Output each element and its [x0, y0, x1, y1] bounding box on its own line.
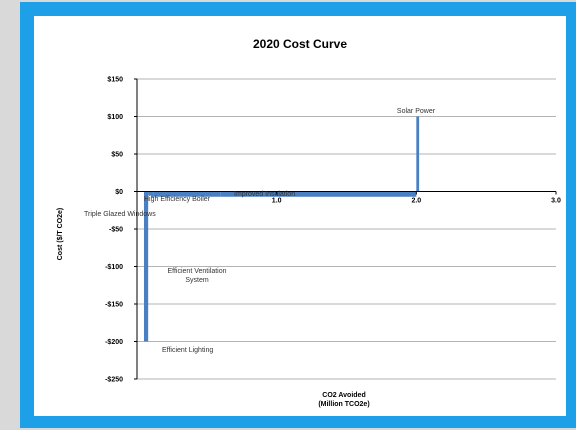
bar-label-4: Improved Insulation [234, 191, 295, 198]
bar-label-2: Efficient Ventilation [167, 268, 226, 275]
y-tick-label-6: -$150 [105, 302, 123, 309]
chart-frame: $150 $100 $50 $0 -$50 -$100 -$150 -$200 -$250 1.0… [20, 2, 576, 428]
bar-3 [153, 191, 221, 197]
y-tick-label-5: -$100 [105, 264, 123, 271]
bar-label-0: Efficient Lighting [162, 347, 213, 354]
chart-panel: $150 $100 $50 $0 -$50 -$100 -$150 -$200 -$250 1.0… [34, 16, 566, 416]
cost-curve-chart: $150 $100 $50 $0 -$50 -$100 -$150 -$200 -$250 1.0… [57, 37, 561, 408]
y-tick-label-2: $50 [111, 152, 123, 159]
bar-5 [416, 116, 420, 192]
x-axis-label-line2: (Million TCO2e) [318, 401, 369, 408]
y-tick-label-3: $0 [115, 189, 123, 196]
x-axis-label-line1: CO2 Avoided [322, 392, 365, 399]
labels: $150 $100 $50 $0 -$50 -$100 -$150 -$200 -$250 1.0… [84, 77, 561, 384]
y-tick-label-0: $150 [107, 77, 123, 84]
chart-title: 2020 Cost Curve [253, 37, 347, 51]
bar-1 [148, 191, 151, 196]
y-tick-label-4: -$50 [109, 227, 123, 234]
bar-label-2-line2: System [185, 277, 209, 284]
x-tick-label-1: 2.0 [411, 198, 421, 205]
gridlines [137, 78, 556, 380]
bar-label-3: High Efficiency Boiler [144, 196, 211, 203]
bars [143, 116, 420, 342]
axes [134, 78, 557, 380]
bar-2 [150, 191, 154, 198]
bar-label-5: Solar Power [397, 108, 436, 115]
y-tick-label-8: -$250 [105, 377, 123, 384]
bar-label-1: Triple Glazed Windows [84, 211, 156, 218]
y-axis-label: Cost ($/T CO2e) [57, 208, 64, 261]
x-tick-label-2: 3.0 [551, 198, 561, 205]
bar-0 [143, 191, 149, 342]
bar-4 [220, 191, 417, 197]
x-tick-label-0: 1.0 [272, 198, 282, 205]
y-tick-label-1: $100 [107, 114, 123, 121]
y-tick-label-7: -$200 [105, 339, 123, 346]
